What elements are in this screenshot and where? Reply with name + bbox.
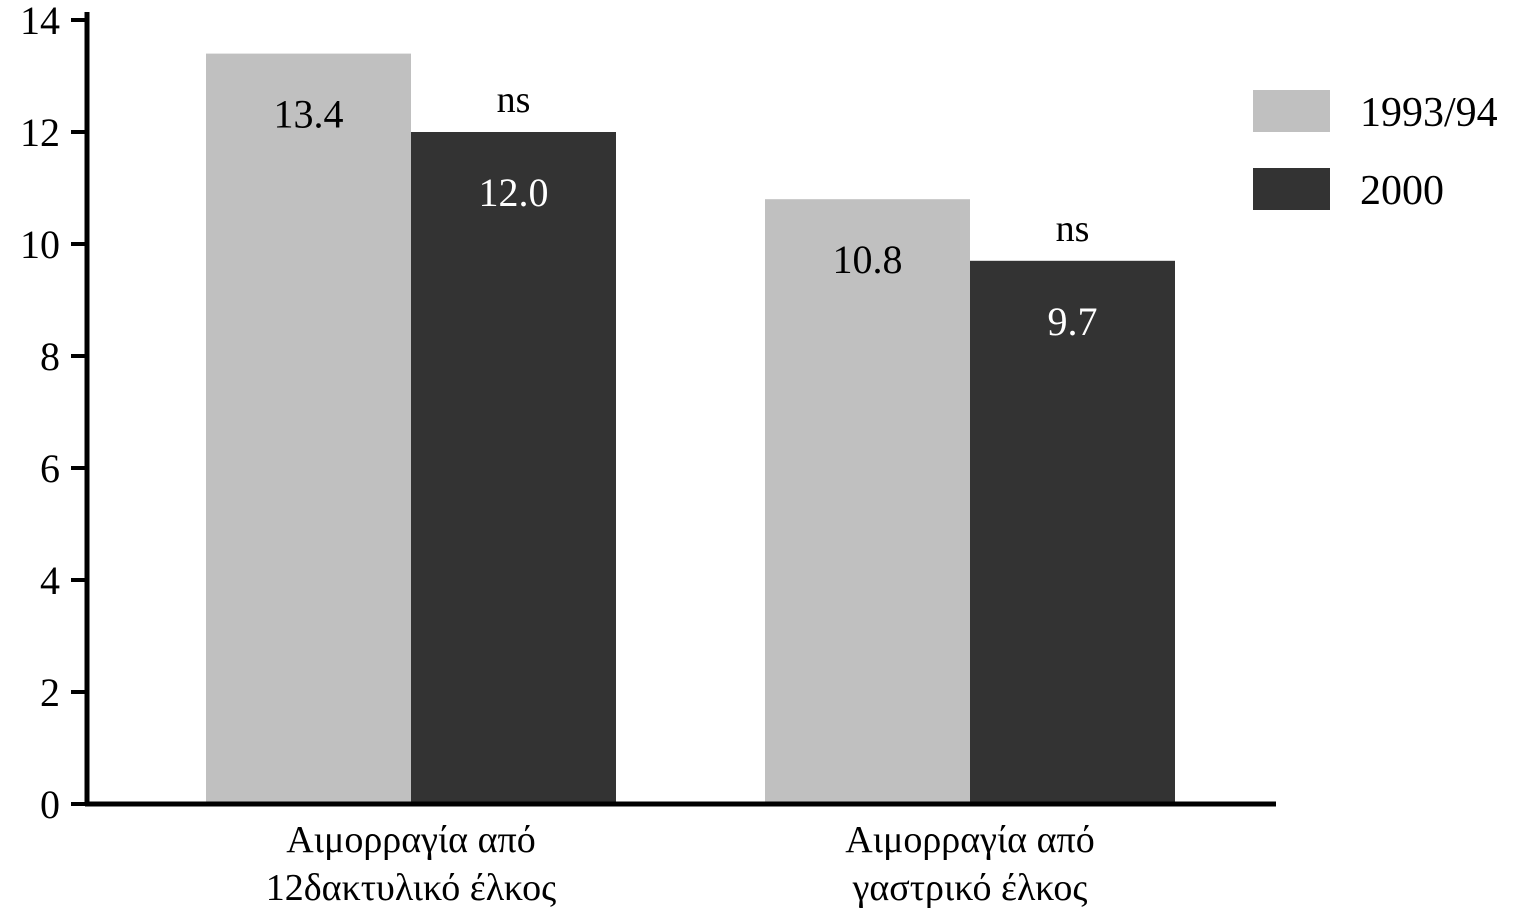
x-category-label: 12δακτυλικό έλκος <box>266 867 556 909</box>
y-tick-label: 2 <box>40 670 60 715</box>
bar-series1-cat1 <box>206 53 411 805</box>
y-tick-label: 8 <box>40 334 60 379</box>
value-label: 13.4 <box>274 92 344 137</box>
legend-swatch <box>1253 168 1330 210</box>
significance-annotation: ns <box>1056 208 1090 250</box>
y-tick-label: 4 <box>40 558 60 603</box>
value-label: 12.0 <box>479 170 549 215</box>
significance-annotation: ns <box>497 79 531 121</box>
x-category-label: Αιμορραγία από <box>845 819 1094 861</box>
legend-label: 2000 <box>1360 168 1444 214</box>
legend-swatch <box>1253 90 1330 132</box>
bar-series2-cat1 <box>411 132 616 804</box>
x-category-label: Αιμορραγία από <box>286 819 535 861</box>
y-tick-label: 6 <box>40 446 60 491</box>
y-tick-label: 12 <box>20 110 60 155</box>
y-tick-label: 10 <box>20 222 60 267</box>
y-tick-label: 0 <box>40 782 60 827</box>
legend-label: 1993/94 <box>1360 90 1498 136</box>
bar-series1-cat2 <box>765 199 970 804</box>
bar-series2-cat2 <box>970 260 1175 804</box>
value-label: 9.7 <box>1048 299 1098 344</box>
x-category-label: γαστρικό έλκος <box>852 867 1088 909</box>
y-tick-label: 14 <box>20 0 60 43</box>
value-label: 10.8 <box>833 237 903 282</box>
